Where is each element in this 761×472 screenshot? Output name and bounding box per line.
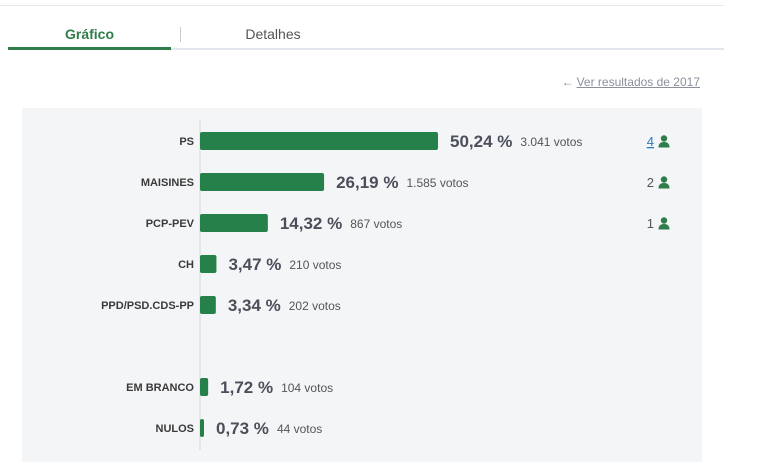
value-label: 1,72 % [220, 378, 273, 397]
person-icon [658, 217, 670, 230]
votes-label: 104 votos [281, 381, 333, 395]
person-icon [658, 176, 670, 189]
value-label: 26,19 % [336, 173, 398, 192]
value-label: 0,73 % [216, 419, 269, 438]
tab-separator [180, 27, 181, 42]
value-label: 14,32 % [280, 214, 342, 233]
votes-label: 867 votos [350, 217, 402, 231]
category-label: MAISINES [141, 177, 194, 189]
tab-grafico[interactable]: Gráfico [64, 26, 114, 42]
seats-count: 2 [647, 175, 654, 190]
bar [200, 419, 204, 437]
value-label: 50,24 % [450, 132, 512, 151]
top-divider [0, 5, 724, 6]
bar [200, 214, 268, 232]
bar [200, 255, 217, 273]
seats-count: 1 [647, 216, 654, 231]
active-tab-indicator [8, 47, 171, 50]
category-label: PS [179, 136, 194, 148]
previous-results-label: Ver resultados de 2017 [576, 75, 700, 89]
tab-detalhes[interactable]: Detalhes [245, 26, 301, 42]
category-label: PPD/PSD.CDS-PP [101, 300, 194, 312]
person-icon [658, 135, 670, 148]
votes-label: 3.041 votos [520, 135, 582, 149]
category-label: PCP-PEV [146, 218, 195, 230]
results-chart: PS 50,24 % 3.041 votos MAISINES 26,19 % 1.585… [22, 108, 702, 462]
votes-label: 202 votos [289, 299, 341, 313]
bar [200, 132, 438, 150]
votes-label: 210 votos [289, 258, 341, 272]
value-label: 3,47 % [228, 255, 281, 274]
tabs-baseline [8, 48, 724, 50]
bar [200, 173, 325, 191]
bar [200, 378, 209, 396]
bar-chart: PS 50,24 % 3.041 votos MAISINES 26,19 % 1.585… [101, 120, 670, 450]
arrow-left-icon: ← [561, 75, 574, 89]
previous-results-link[interactable]: ← Ver resultados de 2017 [562, 75, 700, 89]
seats-count[interactable]: 4 [647, 134, 654, 149]
category-label: EM BRANCO [126, 382, 194, 394]
value-label: 3,34 % [228, 296, 281, 315]
category-label: NULOS [156, 423, 195, 435]
votes-label: 1.585 votos [406, 176, 468, 190]
view-tabs: Gráfico Detalhes [8, 20, 724, 50]
category-label: CH [178, 259, 194, 271]
votes-label: 44 votos [277, 422, 322, 436]
bar [200, 296, 216, 314]
